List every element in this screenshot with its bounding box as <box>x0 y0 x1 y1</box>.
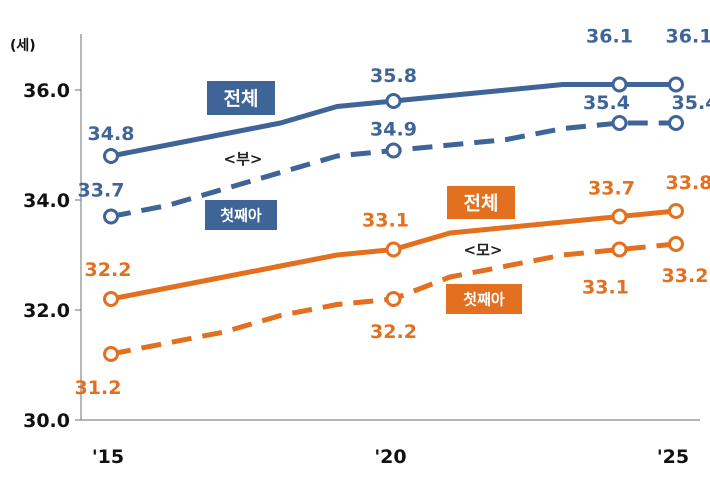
data-point-marker <box>385 241 402 258</box>
y-axis-unit-label: (세) <box>10 38 36 54</box>
series-tag-box <box>446 284 522 314</box>
series-tag-box <box>207 81 275 115</box>
data-label: 32.2 <box>85 259 132 281</box>
x-tick-label: '15 <box>92 446 124 468</box>
series-layer <box>103 76 684 362</box>
data-label: 33.2 <box>662 265 709 287</box>
x-tick-label: '20 <box>374 446 406 468</box>
x-tick-label: '25 <box>657 446 689 468</box>
y-tick-label: 30.0 <box>23 410 70 432</box>
series-tag-box <box>447 186 515 219</box>
data-point-marker <box>611 115 628 131</box>
series-tag: 전체 <box>207 81 275 115</box>
data-label: 33.7 <box>78 180 125 202</box>
data-point-marker <box>611 208 628 225</box>
data-label: 36.1 <box>586 26 633 48</box>
data-label: 32.2 <box>370 321 417 343</box>
series-tag: 첫째아 <box>446 284 522 314</box>
data-label: 36.1 <box>666 26 710 48</box>
data-point-marker <box>103 148 119 164</box>
data-label: 34.9 <box>370 119 417 141</box>
data-label: 33.1 <box>582 277 629 299</box>
series-tag-label: 전체 <box>224 88 259 110</box>
data-label: 35.4 <box>672 92 710 114</box>
series-tag-label: 첫째아 <box>220 206 262 224</box>
data-point-marker <box>385 291 402 307</box>
series-tag-label: 첫째아 <box>463 290 505 308</box>
data-point-marker <box>103 346 119 362</box>
data-point-marker <box>668 236 684 252</box>
data-point-marker <box>385 142 402 159</box>
axes: 30.0 32.0 34.0 36.0 '15 '20 '25 <box>23 34 700 468</box>
group-label-mother: <모> <box>464 241 503 259</box>
y-tick-label: 32.0 <box>23 300 70 322</box>
data-label: 33.1 <box>362 210 409 232</box>
group-label-father: <부> <box>224 150 263 168</box>
series-tag: 첫째아 <box>205 200 277 230</box>
series-tag-box <box>205 200 277 230</box>
data-point-marker <box>103 208 119 225</box>
data-label: 33.7 <box>588 178 635 200</box>
data-label: 31.2 <box>75 377 122 399</box>
series-tag: 전체 <box>447 186 515 219</box>
data-point-marker <box>385 93 402 109</box>
y-tick-label: 36.0 <box>23 80 70 102</box>
data-point-marker <box>103 291 119 307</box>
data-label: 33.8 <box>666 172 710 194</box>
data-point-marker <box>611 241 628 258</box>
y-tick-label: 34.0 <box>23 190 70 212</box>
data-point-marker <box>668 203 684 219</box>
series-tag-label: 전체 <box>464 192 499 214</box>
data-point-marker <box>611 76 628 93</box>
data-label: 34.8 <box>88 123 135 145</box>
data-label: 35.8 <box>370 65 417 87</box>
data-point-marker <box>668 115 684 131</box>
data-label: 35.4 <box>583 92 630 114</box>
data-point-marker <box>668 76 684 93</box>
data-labels-layer: 34.8 35.8 36.1 36.1 33.7 34.9 35.4 35.4 32.2 33.1… <box>75 26 710 400</box>
